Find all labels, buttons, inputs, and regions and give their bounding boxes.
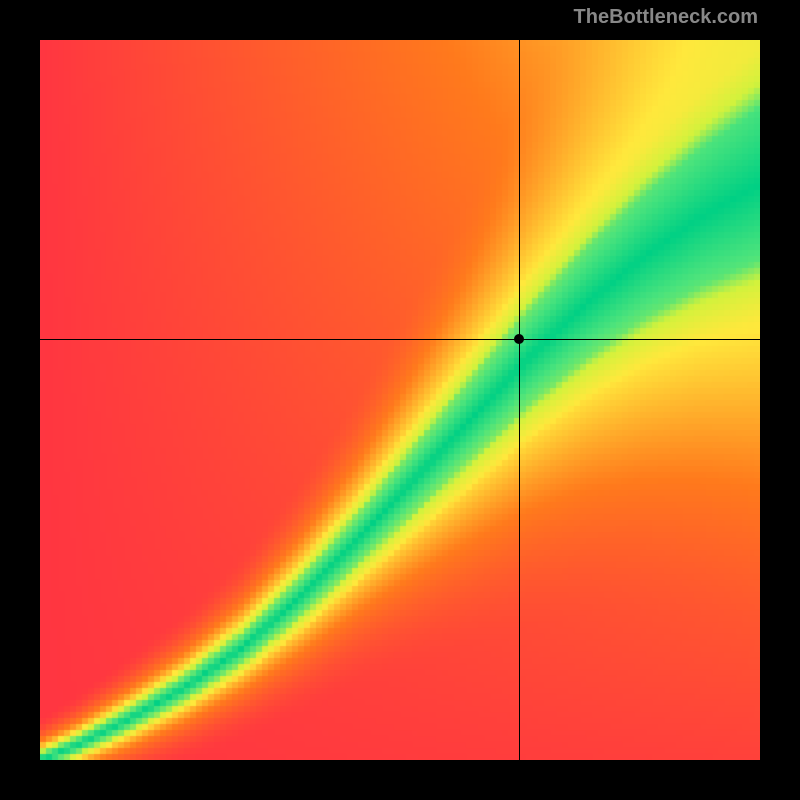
watermark-text: TheBottleneck.com: [574, 6, 758, 29]
crosshair-vertical: [519, 40, 520, 760]
heatmap-plot: [40, 40, 760, 760]
heatmap-canvas: [40, 40, 760, 760]
crosshair-horizontal: [40, 339, 760, 340]
crosshair-point: [514, 334, 524, 344]
